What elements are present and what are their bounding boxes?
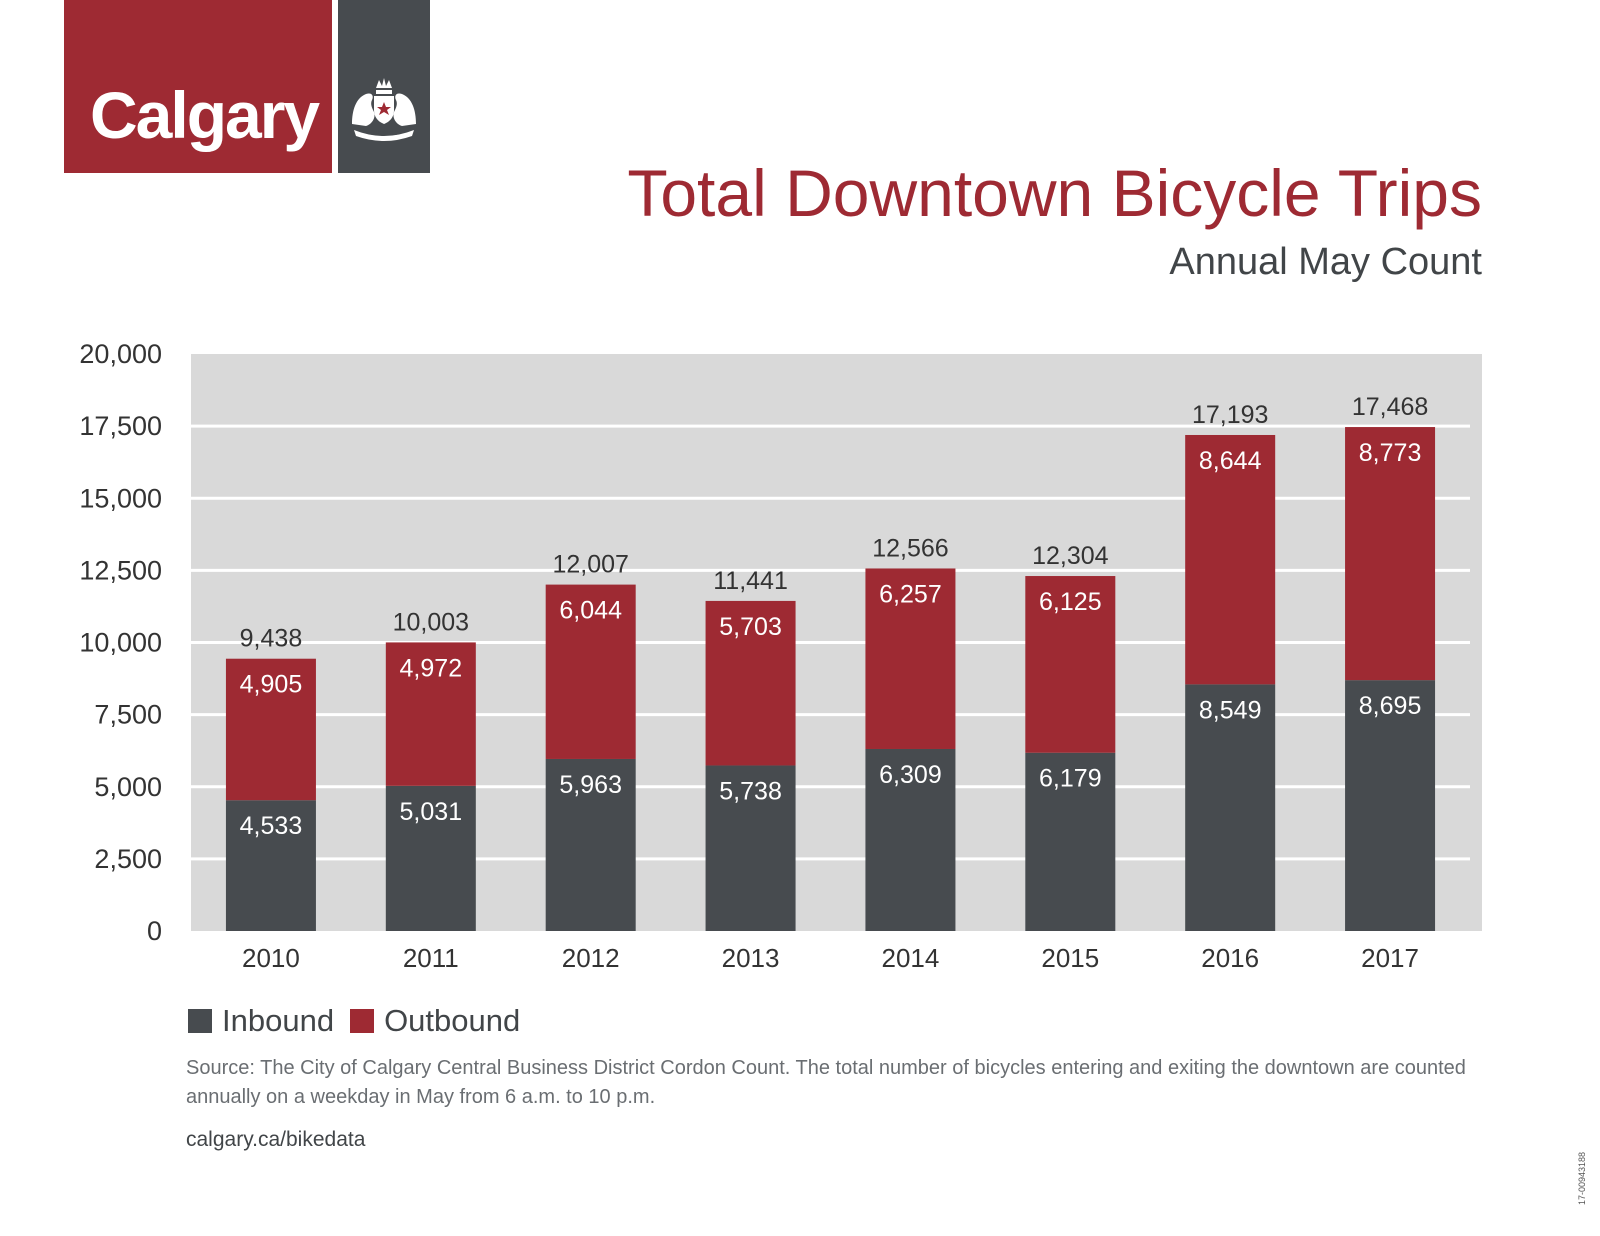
data-link[interactable]: calgary.ca/bikedata — [186, 1128, 366, 1151]
crest-motto: ONWARD — [370, 131, 398, 137]
x-tick-label: 2012 — [562, 943, 620, 973]
document-id: 17-00943188 — [1577, 1151, 1587, 1205]
bar-inbound — [705, 765, 796, 931]
data-label-inbound: 5,031 — [400, 798, 463, 826]
data-label-inbound: 8,549 — [1199, 696, 1262, 724]
data-label-total: 17,468 — [1352, 393, 1428, 421]
x-tick-label: 2016 — [1201, 943, 1259, 973]
city-crest-icon: ONWARD — [352, 78, 416, 141]
bar-outbound — [705, 600, 796, 766]
data-label-total: 10,003 — [393, 608, 469, 636]
chart-title: Total Downtown Bicycle Trips — [627, 156, 1482, 230]
bar-inbound — [545, 758, 636, 931]
data-label-total: 12,007 — [552, 551, 628, 579]
data-label-outbound: 5,703 — [719, 613, 782, 641]
y-tick-label: 2,500 — [94, 844, 162, 874]
legend-item-outbound: Outbound — [350, 1003, 520, 1039]
bar-inbound — [225, 800, 316, 931]
data-label-total: 12,304 — [1032, 542, 1109, 570]
data-label-inbound: 5,738 — [719, 777, 782, 805]
data-label-inbound: 6,179 — [1039, 765, 1102, 793]
x-tick-label: 2017 — [1361, 943, 1419, 973]
y-tick-label: 7,500 — [94, 700, 162, 730]
y-tick-label: 0 — [147, 916, 162, 946]
data-label-outbound: 6,125 — [1039, 588, 1102, 616]
calgary-wordmark: Calgary — [90, 78, 320, 152]
x-tick-label: 2011 — [403, 943, 459, 973]
x-tick-label: 2013 — [722, 943, 780, 973]
data-label-inbound: 5,963 — [559, 771, 622, 799]
data-label-inbound: 6,309 — [879, 761, 942, 789]
data-label-inbound: 8,695 — [1359, 692, 1422, 720]
bar-outbound — [1345, 427, 1436, 681]
bar-inbound — [1345, 680, 1436, 931]
bar-outbound — [865, 568, 956, 749]
y-tick-label: 15,000 — [79, 483, 162, 513]
data-label-total: 17,193 — [1192, 401, 1268, 429]
data-label-outbound: 6,044 — [559, 597, 622, 625]
bar-outbound — [545, 584, 636, 759]
bar-outbound — [1025, 576, 1116, 753]
legend-label-inbound: Inbound — [222, 1003, 335, 1038]
y-tick-label: 12,500 — [79, 555, 162, 585]
x-tick-label: 2014 — [882, 943, 940, 973]
y-tick-label: 10,000 — [79, 628, 162, 658]
source-note: Source: The City of Calgary Central Busi… — [186, 1057, 1466, 1108]
data-label-outbound: 6,257 — [879, 580, 942, 608]
data-label-outbound: 8,644 — [1199, 447, 1262, 475]
legend-swatch-inbound — [188, 1009, 212, 1033]
legend-label-outbound: Outbound — [384, 1003, 521, 1038]
legend-swatch-outbound — [350, 1009, 375, 1033]
bar-outbound — [385, 642, 476, 786]
y-tick-label: 20,000 — [79, 339, 162, 369]
bar-outbound — [225, 658, 316, 801]
data-label-outbound: 4,905 — [240, 671, 303, 699]
chart-legend: Inbound Outbound — [188, 1003, 536, 1039]
data-label-total: 11,441 — [713, 567, 788, 595]
data-label-outbound: 8,773 — [1359, 439, 1422, 467]
y-tick-label: 17,500 — [79, 411, 162, 441]
bar-inbound — [1025, 752, 1116, 931]
chart-subtitle: Annual May Count — [1169, 241, 1482, 283]
calgary-logo-wordmark-block: Calgary — [64, 0, 332, 173]
data-label-outbound: 4,972 — [400, 654, 463, 682]
x-tick-label: 2010 — [242, 943, 300, 973]
stacked-bar-chart: 0 2,500 5,000 7,500 10,000 12,500 15,000 17,500… — [79, 339, 1482, 973]
y-tick-label: 5,000 — [94, 772, 162, 802]
data-label-inbound: 4,533 — [240, 812, 303, 840]
bar-inbound — [1185, 684, 1276, 931]
legend-item-inbound: Inbound — [188, 1003, 334, 1039]
bar-inbound — [385, 785, 476, 931]
crest-block: ONWARD — [338, 0, 430, 173]
data-label-total: 12,566 — [872, 534, 948, 562]
bar-outbound — [1185, 434, 1276, 685]
bar-inbound — [865, 748, 956, 931]
x-tick-label: 2015 — [1041, 943, 1099, 973]
data-label-total: 9,438 — [240, 625, 303, 653]
